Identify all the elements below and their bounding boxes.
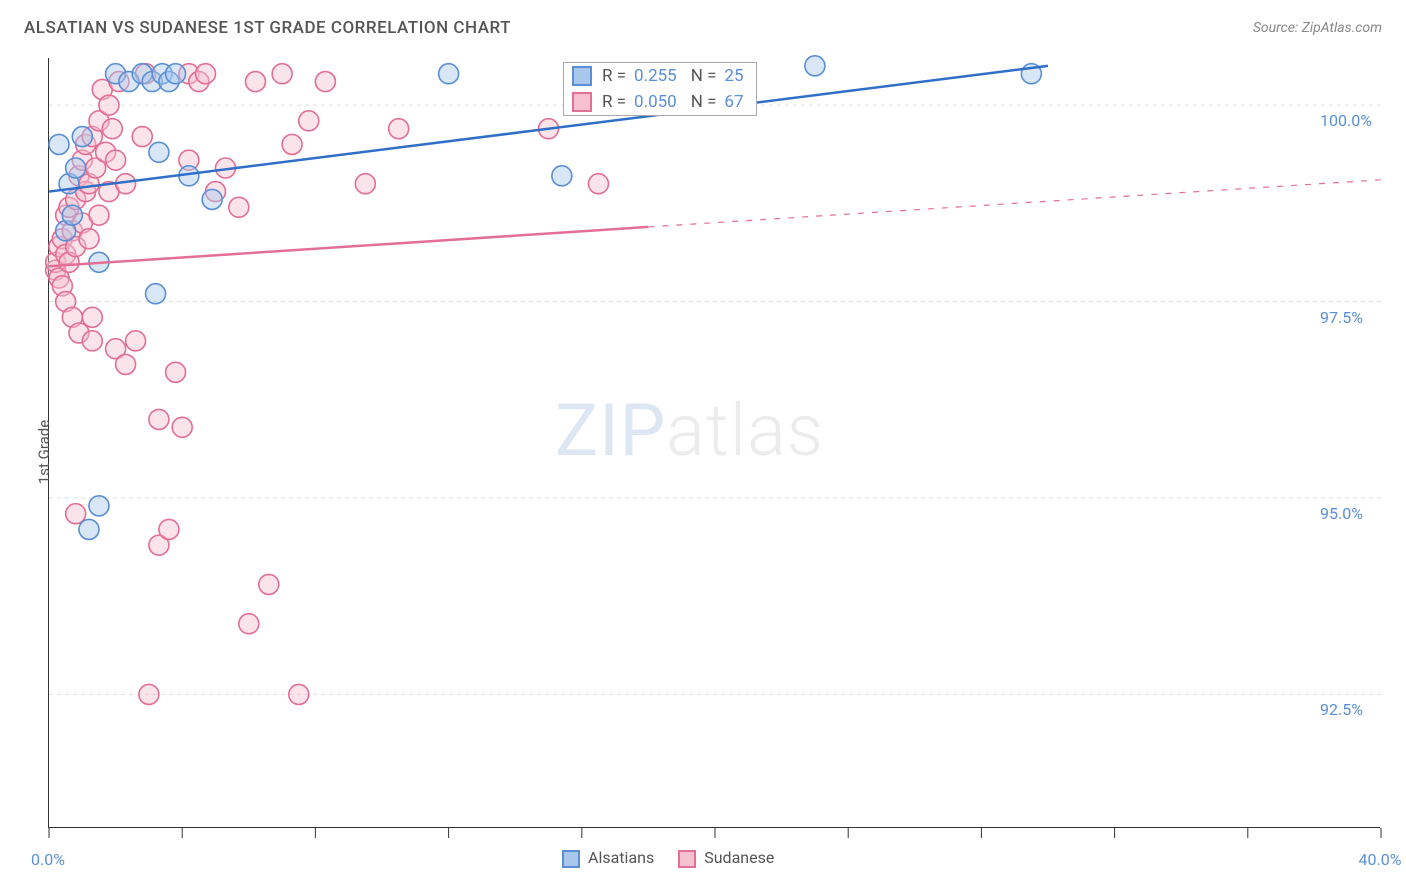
sudanese-point	[102, 119, 122, 139]
alsatians-point	[66, 158, 86, 178]
title-bar: ALSATIAN VS SUDANESE 1ST GRADE CORRELATI…	[24, 18, 1382, 38]
n-label: N =	[691, 92, 717, 112]
sudanese-swatch-icon	[572, 92, 592, 112]
alsatians-point	[146, 284, 166, 304]
sudanese-point	[355, 174, 375, 194]
legend-label: Sudanese	[704, 848, 774, 867]
source-credit: Source: ZipAtlas.com	[1253, 20, 1382, 36]
alsatians-point	[72, 127, 92, 147]
alsatians-point	[49, 134, 69, 154]
alsatians-point	[166, 64, 186, 84]
sudanese-trend-extension	[648, 180, 1381, 227]
chart-svg	[49, 58, 1381, 828]
alsatians-point	[202, 189, 222, 209]
sudanese-point	[315, 72, 335, 92]
legend-item-alsatians: Alsatians	[562, 848, 654, 868]
sudanese-point	[259, 574, 279, 594]
correlation-box: R = 0.255 N = 25 R = 0.050 N = 67	[563, 62, 757, 116]
alsatians-swatch-icon	[572, 66, 592, 86]
legend-label: Alsatians	[588, 848, 654, 867]
sudanese-point	[289, 684, 309, 704]
sudanese-point	[166, 362, 186, 382]
chart-title: ALSATIAN VS SUDANESE 1ST GRADE CORRELATI…	[24, 18, 511, 38]
sudanese-point	[282, 134, 302, 154]
sudanese-point	[229, 197, 249, 217]
alsatians-point	[149, 142, 169, 162]
sudanese-point	[159, 519, 179, 539]
r-label: R =	[602, 92, 626, 112]
sudanese-point	[79, 229, 99, 249]
sudanese-point	[82, 331, 102, 351]
alsatians-point	[439, 64, 459, 84]
n-label: N =	[691, 66, 717, 86]
sudanese-trend-line	[49, 227, 648, 266]
y-axis-title: 1st Grade	[35, 420, 53, 484]
bottom-legend: Alsatians Sudanese	[562, 848, 774, 868]
y-axis-tick-label: 92.5%	[1320, 700, 1363, 719]
r-label: R =	[602, 66, 626, 86]
sudanese-point	[106, 150, 126, 170]
x-axis-tick-label: 0.0%	[31, 850, 65, 869]
alsatians-point	[552, 166, 572, 186]
y-axis-tick-label: 100.0%	[1320, 111, 1372, 130]
sudanese-legend-swatch-icon	[678, 850, 696, 868]
sudanese-point	[99, 95, 119, 115]
sudanese-point	[299, 111, 319, 131]
sudanese-point	[149, 409, 169, 429]
legend-item-sudanese: Sudanese	[678, 848, 774, 868]
sudanese-point	[82, 307, 102, 327]
sudanese-point	[139, 684, 159, 704]
alsatians-point	[805, 56, 825, 76]
x-axis-tick-label: 40.0%	[1359, 850, 1402, 869]
r-value: 0.050	[634, 92, 677, 112]
plot-area	[48, 58, 1380, 828]
y-axis-tick-label: 97.5%	[1320, 308, 1363, 327]
correlation-row-sudanese: R = 0.050 N = 67	[564, 89, 756, 115]
sudanese-point	[172, 417, 192, 437]
alsatians-point	[62, 205, 82, 225]
sudanese-point	[239, 614, 259, 634]
sudanese-point	[245, 72, 265, 92]
n-value: 67	[724, 92, 743, 112]
sudanese-point	[588, 174, 608, 194]
alsatians-point	[89, 496, 109, 516]
correlation-row-alsatians: R = 0.255 N = 25	[564, 63, 756, 89]
alsatians-legend-swatch-icon	[562, 850, 580, 868]
n-value: 25	[724, 66, 743, 86]
r-value: 0.255	[634, 66, 677, 86]
sudanese-point	[126, 331, 146, 351]
sudanese-point	[389, 119, 409, 139]
sudanese-point	[132, 127, 152, 147]
sudanese-point	[89, 205, 109, 225]
alsatians-point	[79, 519, 99, 539]
sudanese-point	[116, 354, 136, 374]
sudanese-point	[272, 64, 292, 84]
sudanese-point	[196, 64, 216, 84]
y-axis-tick-label: 95.0%	[1320, 504, 1363, 523]
